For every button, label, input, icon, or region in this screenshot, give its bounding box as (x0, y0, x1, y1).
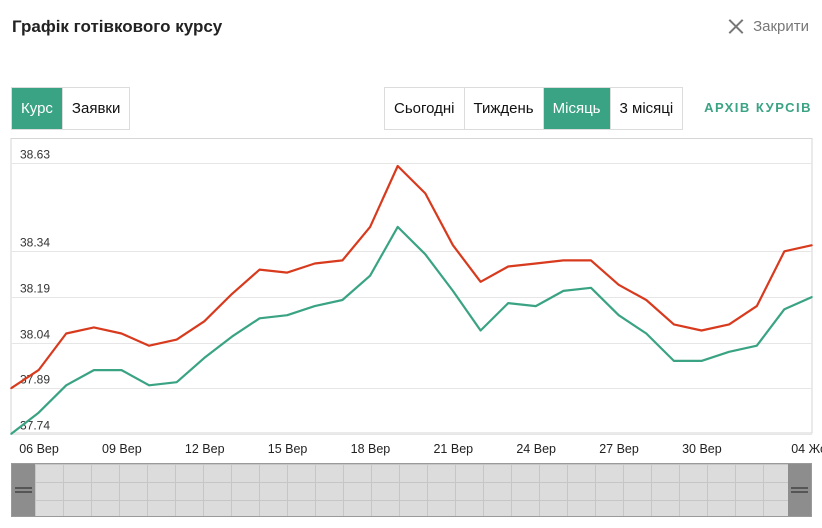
data-point (507, 302, 509, 304)
data-point (617, 314, 620, 317)
x-tick-label: 24 Вер (516, 442, 556, 456)
data-point (231, 335, 233, 338)
data-point (10, 433, 12, 435)
data-point (562, 290, 565, 292)
data-point (645, 332, 648, 335)
y-tick-label: 38.04 (20, 328, 50, 342)
data-point (148, 344, 150, 347)
navigator-left-handle[interactable] (12, 464, 35, 516)
grip-icon (15, 487, 32, 493)
x-tick-label: 21 Вер (433, 442, 473, 456)
data-point (783, 250, 786, 253)
data-point (728, 323, 730, 326)
data-point (396, 226, 399, 228)
data-point (341, 299, 344, 301)
archive-link[interactable]: АРХІВ КУРСІВ (704, 100, 812, 115)
plot-frame (10, 138, 813, 434)
series-line-1 (10, 225, 813, 435)
tab-week[interactable]: Тиждень (463, 88, 543, 129)
series-line-0 (10, 164, 813, 390)
data-point (203, 357, 206, 359)
x-tick-label: 06 Вер (19, 442, 59, 456)
data-point (534, 262, 537, 265)
data-point (65, 384, 68, 387)
grip-icon (791, 487, 808, 493)
close-icon (728, 18, 745, 35)
data-point (534, 305, 537, 307)
view-tabs: Курс Заявки (11, 87, 131, 130)
y-tick-label: 38.19 (20, 282, 50, 296)
y-tick-label: 37.89 (20, 373, 50, 387)
close-label: Закрити (753, 18, 809, 35)
x-tick-label: 18 Вер (351, 442, 391, 456)
data-point (783, 308, 786, 310)
tab-requests[interactable]: Заявки (61, 88, 129, 129)
y-tick-label: 38.34 (20, 236, 50, 250)
data-point (452, 244, 454, 247)
data-point (590, 287, 592, 289)
data-point (590, 259, 592, 262)
y-tick-label: 37.74 (20, 419, 50, 433)
data-point (562, 259, 565, 262)
data-point (424, 192, 427, 195)
data-point (314, 305, 316, 307)
x-tick-label: 15 Вер (268, 442, 308, 456)
data-point (369, 226, 371, 228)
x-tick-label: 27 Вер (599, 442, 639, 456)
data-point (120, 332, 123, 335)
data-point (175, 381, 178, 384)
tab-3-months[interactable]: 3 місяці (609, 88, 683, 129)
data-point (37, 411, 40, 414)
data-point (286, 314, 289, 317)
data-point (65, 332, 68, 335)
data-point (755, 344, 758, 347)
y-tick-label: 38.63 (20, 148, 50, 162)
navigator-right-handle[interactable] (788, 464, 811, 516)
data-point (120, 369, 123, 371)
data-point (811, 244, 813, 247)
data-point (93, 326, 95, 329)
x-tick-label: 30 Вер (682, 442, 722, 456)
chart-title: Графік готівкового курсу (12, 17, 223, 36)
data-point (728, 350, 730, 353)
data-point (452, 290, 454, 292)
data-point (231, 293, 233, 295)
data-point (93, 369, 95, 371)
data-point (10, 387, 12, 390)
data-point (507, 265, 509, 268)
data-point (755, 305, 758, 307)
data-point (369, 274, 371, 277)
tab-month[interactable]: Місяць (542, 88, 610, 129)
data-point (673, 323, 675, 326)
data-point (479, 329, 482, 332)
data-point (341, 259, 344, 262)
data-point (258, 317, 261, 320)
range-navigator[interactable] (11, 463, 812, 517)
period-tabs: Сьогодні Тиждень Місяць 3 місяці (384, 87, 684, 130)
data-point (645, 299, 648, 301)
data-point (37, 369, 40, 371)
data-point (148, 384, 150, 387)
data-point (175, 338, 178, 341)
data-point (314, 262, 316, 265)
data-point (396, 165, 399, 167)
data-point (811, 296, 813, 298)
x-tick-label: 09 Вер (102, 442, 142, 456)
tab-today[interactable]: Сьогодні (394, 100, 455, 117)
data-point (258, 268, 261, 271)
data-point (700, 360, 703, 362)
tab-rate[interactable]: Курс (12, 88, 62, 129)
data-point (286, 271, 289, 274)
data-point (424, 253, 427, 256)
close-button[interactable]: Закрити (728, 18, 809, 35)
x-tick-label: 12 Вер (185, 442, 225, 456)
data-point (617, 283, 620, 286)
rate-chart: 38.63 38.34 38.19 38.04 37.89 37.74 06 Вер 09 В… (10, 138, 822, 456)
data-point (203, 320, 206, 323)
navigator-window[interactable] (35, 464, 789, 516)
data-point (479, 280, 482, 283)
data-point (700, 329, 703, 332)
data-point (673, 360, 675, 362)
x-tick-label: 04 Жов (791, 442, 822, 456)
